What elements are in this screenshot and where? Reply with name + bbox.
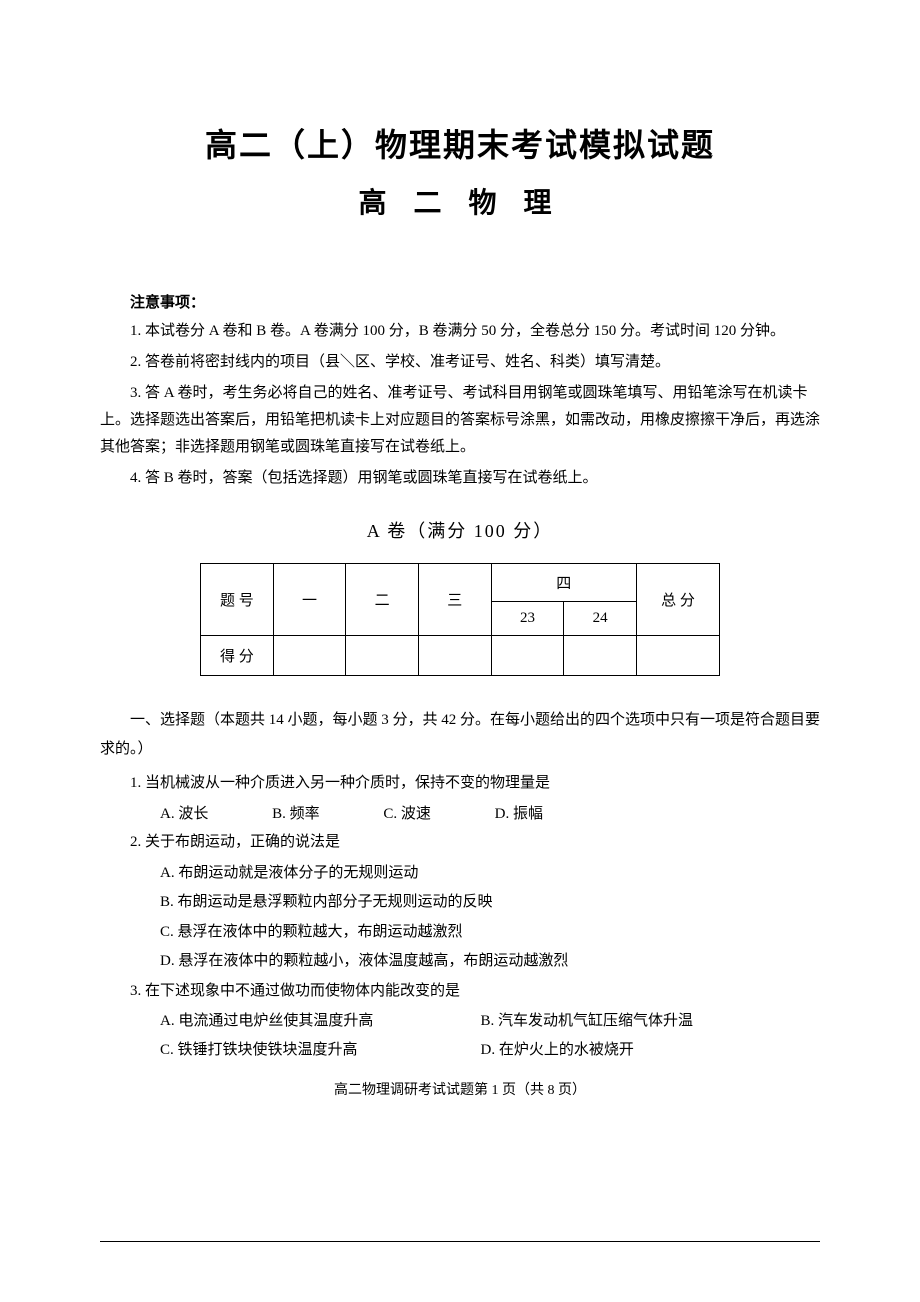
notice-item-1: 1. 本试卷分 A 卷和 B 卷。A 卷满分 100 分，B 卷满分 50 分，… — [100, 318, 820, 345]
title-sub: 高 二 物 理 — [100, 181, 820, 221]
q3-options: A. 电流通过电炉丝使其温度升高 B. 汽车发动机气缸压缩气体升温 C. 铁锤打… — [160, 1007, 820, 1064]
table-header-2: 二 — [346, 564, 419, 636]
q1-optD: D. 振幅 — [495, 800, 543, 829]
question-2: 2. 关于布朗运动，正确的说法是 A. 布朗运动就是液体分子的无规则运动 B. … — [130, 828, 820, 976]
bottom-divider — [100, 1241, 820, 1242]
table-cell — [636, 636, 719, 676]
q3-optA: A. 电流通过电炉丝使其温度升高 — [160, 1007, 477, 1036]
q1-optB: B. 频率 — [272, 800, 320, 829]
table-header-23: 23 — [491, 602, 564, 636]
q3-optD: D. 在炉火上的水被烧开 — [481, 1036, 798, 1065]
section1-intro: 一、选择题（本题共 14 小题，每小题 3 分，共 42 分。在每小题给出的四个… — [100, 706, 820, 763]
table-score-label: 得 分 — [201, 636, 274, 676]
q2-options: A. 布朗运动就是液体分子的无规则运动 B. 布朗运动是悬浮颗粒内部分子无规则运… — [160, 859, 820, 976]
q1-optC: C. 波速 — [383, 800, 431, 829]
table-cell — [564, 636, 637, 676]
table-cell — [273, 636, 346, 676]
table-header-3: 三 — [418, 564, 491, 636]
table-header-4: 四 — [491, 564, 636, 602]
q1-text: 1. 当机械波从一种介质进入另一种介质时，保持不变的物理量是 — [130, 769, 820, 798]
table-header-1: 一 — [273, 564, 346, 636]
q3-optB: B. 汽车发动机气缸压缩气体升温 — [481, 1007, 798, 1036]
score-table: 题 号 一 二 三 四 总 分 23 24 得 分 — [200, 563, 720, 676]
question-3: 3. 在下述现象中不通过做功而使物体内能改变的是 A. 电流通过电炉丝使其温度升… — [130, 977, 820, 1065]
table-header-total: 总 分 — [636, 564, 719, 636]
q2-optD: D. 悬浮在液体中的颗粒越小，液体温度越高，布朗运动越激烈 — [160, 947, 820, 976]
table-cell — [491, 636, 564, 676]
q2-optC: C. 悬浮在液体中的颗粒越大，布朗运动越激烈 — [160, 918, 820, 947]
q2-optA: A. 布朗运动就是液体分子的无规则运动 — [160, 859, 820, 888]
q1-options: A. 波长 B. 频率 C. 波速 D. 振幅 — [160, 800, 820, 829]
q2-optB: B. 布朗运动是悬浮颗粒内部分子无规则运动的反映 — [160, 888, 820, 917]
section-a-header: A 卷（满分 100 分） — [100, 517, 820, 543]
q3-optC: C. 铁锤打铁块使铁块温度升高 — [160, 1036, 477, 1065]
notice-item-2: 2. 答卷前将密封线内的项目（县＼区、学校、准考证号、姓名、科类）填写清楚。 — [100, 349, 820, 376]
notice-item-3: 3. 答 A 卷时，考生务必将自己的姓名、准考证号、考试科目用钢笔或圆珠笔填写、… — [100, 380, 820, 461]
notice-item-4: 4. 答 B 卷时，答案（包括选择题）用钢笔或圆珠笔直接写在试卷纸上。 — [100, 465, 820, 492]
table-cell — [346, 636, 419, 676]
title-main: 高二（上）物理期末考试模拟试题 — [100, 120, 820, 166]
table-cell — [418, 636, 491, 676]
q3-text: 3. 在下述现象中不通过做功而使物体内能改变的是 — [130, 977, 820, 1006]
table-header-num: 题 号 — [201, 564, 274, 636]
q1-optA: A. 波长 — [160, 800, 208, 829]
notice-header: 注意事项： — [130, 291, 820, 312]
question-1: 1. 当机械波从一种介质进入另一种介质时，保持不变的物理量是 A. 波长 B. … — [130, 769, 820, 828]
q2-text: 2. 关于布朗运动，正确的说法是 — [130, 828, 820, 857]
table-header-24: 24 — [564, 602, 637, 636]
page-footer: 高二物理调研考试试题第 1 页（共 8 页） — [100, 1079, 820, 1099]
